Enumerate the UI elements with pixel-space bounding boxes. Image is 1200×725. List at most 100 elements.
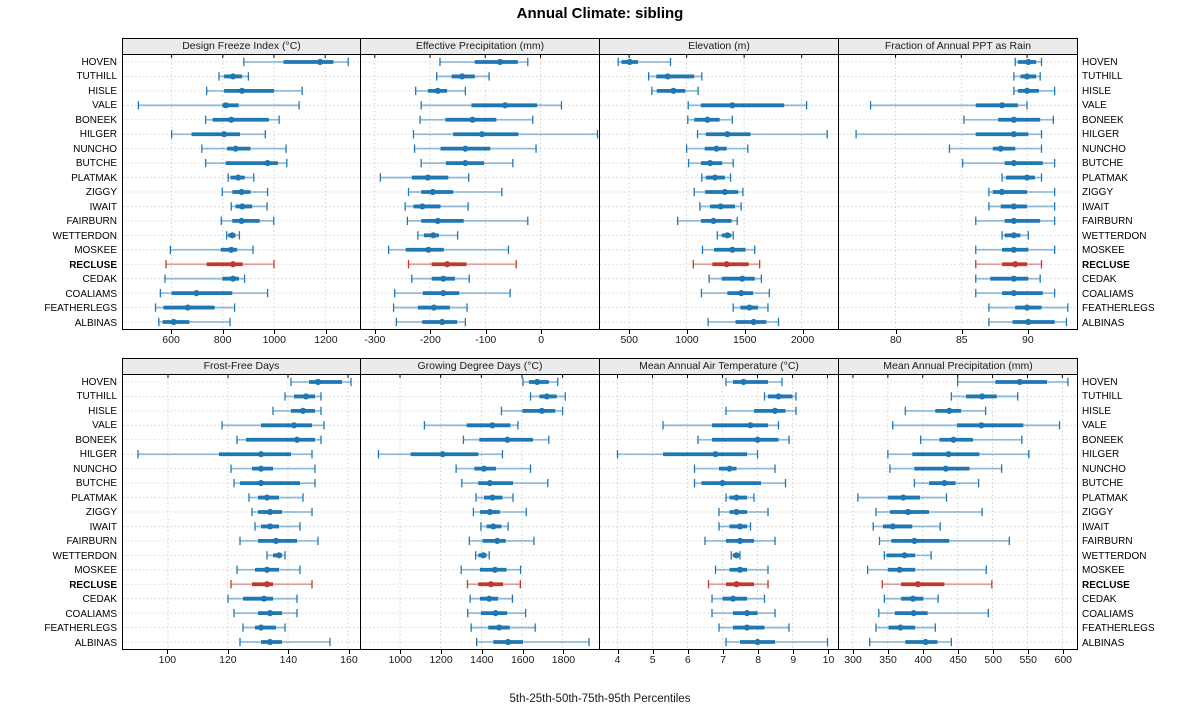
x-tick-label: 2000 [790, 334, 815, 346]
percentile-row [201, 144, 287, 153]
percentile-row [855, 130, 1043, 139]
percentile-row [708, 274, 763, 283]
site-label: CEDAK [1082, 594, 1117, 605]
panel-title: Mean Annual Air Temperature (°C) [600, 358, 839, 375]
percentile-row [474, 551, 490, 560]
panel-title: Growing Degree Days (°C) [361, 358, 600, 375]
x-tick-label: 1000 [675, 334, 699, 346]
percentile-row [1001, 231, 1029, 240]
x-tick-label: 140 [279, 654, 298, 666]
percentile-row [205, 158, 288, 168]
site-label: ALBINAS [74, 317, 117, 329]
x-tick [993, 650, 995, 654]
x-tick [617, 650, 619, 654]
x-tick [274, 330, 276, 334]
percentile-row [718, 522, 752, 531]
site-label: FEATHERLEGS [44, 303, 117, 314]
site-label: PLATMAK [1082, 492, 1128, 504]
site-label: HILGER [1082, 129, 1120, 140]
site-labels-left: HOVEN TUTHILL HISLE VALE BONEEK HILGER NUNCHO B… [0, 375, 117, 650]
x-tick-label: 9 [790, 654, 797, 666]
percentile-row [529, 392, 566, 401]
x-tick-label: -200 [419, 334, 441, 346]
x-axis: 600 800 1000 1200 [122, 330, 361, 348]
percentile-row [411, 274, 470, 283]
percentile-row [379, 173, 470, 182]
x-tick-label: 1600 [510, 654, 535, 666]
site-label: ZIGGY [1082, 187, 1114, 198]
percentile-row [221, 421, 325, 430]
percentile-row [170, 130, 266, 139]
percentile-row [889, 464, 1003, 473]
site-label: HOVEN [1082, 56, 1118, 68]
site-label: MOSKEE [1082, 565, 1125, 576]
percentile-row [468, 536, 535, 546]
x-tick-label: 1200 [429, 654, 453, 666]
percentile-row [230, 202, 268, 211]
percentile-row [394, 288, 511, 298]
percentile-row [651, 86, 699, 96]
site-label: ALBINAS [1082, 637, 1125, 649]
panel-title: Fraction of Annual PPT as Rain [839, 38, 1078, 55]
x-tick [853, 650, 855, 654]
percentile-row [227, 173, 255, 182]
percentile-row [436, 72, 490, 81]
percentile-row [165, 260, 275, 269]
x-tick-label: 400 [914, 654, 932, 666]
percentile-row [230, 464, 316, 473]
panel-plot [122, 375, 361, 650]
x-tick-label: 160 [340, 654, 358, 666]
x-tick-label: 4 [614, 654, 621, 666]
percentile-row [206, 86, 303, 96]
percentile-row [988, 187, 1056, 197]
x-tick-label: 550 [1019, 654, 1037, 666]
percentile-row [704, 536, 776, 546]
site-label: HOVEN [1082, 376, 1118, 388]
percentile-row [236, 435, 322, 444]
site-label: IWAIT [89, 521, 117, 533]
x-tick [541, 330, 543, 334]
percentile-row [243, 57, 349, 67]
percentile-row [290, 377, 352, 387]
site-label: TUTHILL [76, 391, 117, 402]
x-tick-label: 5 [649, 654, 656, 666]
site-label: HISLE [88, 85, 117, 97]
percentile-row [169, 245, 254, 254]
site-label: ALBINAS [1082, 317, 1125, 329]
site-label: BONEEK [1082, 434, 1124, 446]
percentile-row [226, 231, 241, 240]
site-label: RECLUSE [1082, 579, 1130, 591]
percentile-row [714, 565, 769, 574]
site-label: HISLE [1082, 85, 1111, 97]
percentile-row [467, 608, 527, 618]
x-tick [167, 650, 169, 654]
x-axis-caption: 5th-25th-50th-75th-95th Percentiles [509, 693, 691, 705]
percentile-row [617, 57, 672, 67]
site-label: COALIAMS [1082, 288, 1134, 300]
site-label: FAIRBURN [66, 216, 117, 227]
percentile-row [718, 507, 769, 517]
percentile-row [869, 101, 1028, 110]
percentile-row [404, 202, 469, 211]
site-label: MOSKEE [74, 245, 117, 256]
site-label: TUTHILL [1082, 391, 1123, 402]
percentile-row [711, 608, 776, 618]
percentile-row [707, 317, 780, 327]
panel-canvas [361, 375, 599, 649]
panel-title: Frost-Free Days [122, 358, 361, 375]
percentile-row [872, 522, 941, 531]
percentile-row [205, 115, 280, 124]
x-tick [1028, 650, 1030, 654]
site-label: HISLE [1082, 405, 1111, 417]
percentile-row [469, 594, 514, 603]
x-tick [895, 330, 897, 334]
percentile-row [417, 231, 459, 240]
site-labels-right: HOVEN TUTHILL HISLE VALE BONEEK HILGER NUNCHO B… [1082, 375, 1200, 650]
x-axis: 1000 1200 1400 1600 1800 [361, 650, 600, 668]
x-tick-label: 7 [720, 654, 726, 666]
percentile-row [284, 392, 322, 401]
percentile-row [412, 130, 599, 139]
panel-canvas [361, 55, 599, 329]
x-tick [687, 650, 689, 654]
x-tick-label: 600 [1054, 654, 1073, 666]
